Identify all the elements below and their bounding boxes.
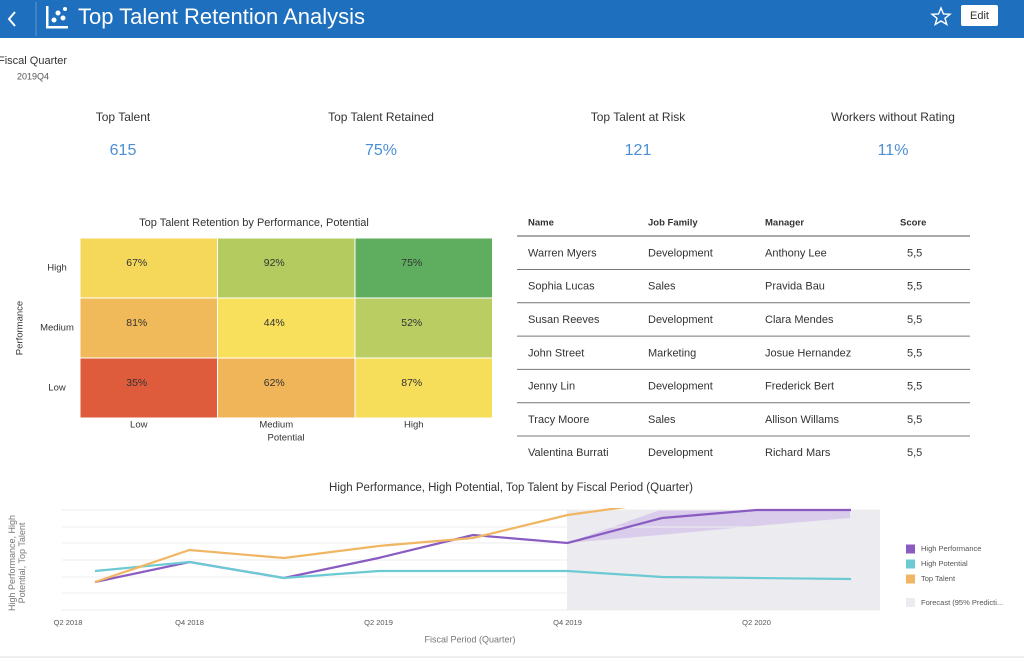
table-cell: Sales bbox=[648, 414, 676, 426]
kpi-value: 11% bbox=[878, 142, 909, 159]
table-cell: Jenny Lin bbox=[528, 381, 575, 393]
table-cell: Development bbox=[648, 447, 713, 459]
y-tick-label: Medium bbox=[40, 323, 74, 334]
heat-cell bbox=[354, 237, 493, 299]
table-cell: Allison Willams bbox=[765, 414, 839, 426]
table-cell: Anthony Lee bbox=[765, 247, 827, 259]
column-header: Name bbox=[528, 218, 554, 229]
x-tick-label: Q2 2020 bbox=[742, 618, 771, 627]
heat-cell bbox=[79, 237, 218, 299]
table-cell: Susan Reeves bbox=[528, 314, 600, 326]
table-cell: Pravida Bau bbox=[765, 281, 825, 293]
table-cell: Development bbox=[648, 314, 713, 326]
table-cell: 5,5 bbox=[907, 447, 922, 459]
x-tick-label: Low bbox=[130, 420, 148, 431]
x-tick-label: Q4 2019 bbox=[553, 618, 582, 627]
edit-button[interactable] bbox=[961, 5, 998, 26]
table-cell: 5,5 bbox=[907, 247, 922, 259]
column-header: Job Family bbox=[648, 218, 698, 229]
table-cell: Sales bbox=[648, 281, 676, 293]
cell-label: 35% bbox=[126, 377, 147, 389]
legend-swatch bbox=[906, 559, 915, 569]
y-tick-label: Low bbox=[48, 383, 66, 394]
heat-cell bbox=[217, 297, 356, 359]
cell-label: 62% bbox=[264, 377, 285, 389]
y-tick-label: High bbox=[47, 263, 67, 274]
table-cell: Richard Mars bbox=[765, 447, 831, 459]
column-header: Manager bbox=[765, 218, 804, 229]
heat-cell bbox=[217, 237, 356, 299]
table-cell: Clara Mendes bbox=[765, 314, 834, 326]
table-cell: Development bbox=[648, 381, 713, 393]
cell-label: 75% bbox=[401, 257, 422, 269]
favorite-star[interactable] bbox=[930, 6, 952, 27]
table-cell: Sophia Lucas bbox=[528, 281, 595, 293]
y-axis-label: High Performance, High Potential, Top Ta… bbox=[7, 514, 27, 612]
heat-cell bbox=[354, 357, 493, 419]
cell-label: 87% bbox=[401, 377, 422, 389]
legend-label: High Performance bbox=[921, 544, 981, 553]
legend-swatch bbox=[906, 598, 915, 607]
series-line bbox=[94, 508, 627, 584]
filter-label: Fiscal Quarter bbox=[0, 55, 67, 67]
kpi-label: Top Talent Retained bbox=[328, 110, 434, 124]
legend-label: Forecast (95% Predicti... bbox=[921, 598, 1003, 607]
table-cell: Warren Myers bbox=[528, 247, 597, 259]
chart-title: High Performance, High Potential, Top Ta… bbox=[329, 482, 693, 494]
table-cell: 5,5 bbox=[907, 347, 922, 359]
kpi-value: 75% bbox=[365, 142, 397, 159]
x-tick-label: Q2 2019 bbox=[364, 618, 393, 627]
table-cell: 5,5 bbox=[907, 381, 922, 393]
cell-label: 81% bbox=[126, 317, 147, 329]
back-button[interactable] bbox=[7, 11, 16, 27]
kpi-label: Top Talent at Risk bbox=[591, 110, 686, 124]
plot bbox=[94, 508, 852, 584]
y-axis-label: Performance bbox=[15, 301, 26, 355]
cell-label: 52% bbox=[401, 317, 422, 329]
x-tick-label: High bbox=[404, 420, 424, 431]
kpi-value: 121 bbox=[625, 142, 652, 159]
heat-cell bbox=[79, 357, 218, 419]
heat-cell bbox=[79, 297, 218, 359]
table-cell: 5,5 bbox=[907, 414, 922, 426]
kpi-label: Top Talent bbox=[96, 110, 151, 124]
page-title: Top Talent Retention Analysis bbox=[78, 4, 365, 29]
cell-label: 92% bbox=[264, 257, 285, 269]
x-tick-label: Q4 2018 bbox=[175, 618, 204, 627]
kpi-value: 615 bbox=[110, 142, 137, 159]
heat-cell bbox=[354, 297, 493, 359]
table-cell: 5,5 bbox=[907, 281, 922, 293]
table-cell: 5,5 bbox=[907, 314, 922, 326]
header-bar bbox=[0, 0, 1024, 38]
x-axis-label: Potential bbox=[268, 433, 305, 444]
app-icon bbox=[46, 6, 68, 29]
table-cell: Marketing bbox=[648, 347, 696, 359]
table-cell: John Street bbox=[528, 347, 584, 359]
cell-label: 44% bbox=[264, 317, 285, 329]
legend-label: Top Talent bbox=[921, 574, 956, 583]
table-cell: Josue Hernandez bbox=[765, 347, 851, 359]
heat-cell bbox=[217, 357, 356, 419]
legend-label: High Potential bbox=[921, 559, 968, 568]
legend-swatch bbox=[906, 574, 915, 584]
table-cell: Development bbox=[648, 247, 713, 259]
table-cell: Tracy Moore bbox=[528, 414, 589, 426]
x-tick-label: Medium bbox=[259, 420, 293, 431]
chart-title: Top Talent Retention by Performance, Pot… bbox=[139, 217, 369, 229]
column-header: Score bbox=[900, 218, 926, 229]
x-tick-label: Q2 2018 bbox=[54, 618, 83, 627]
legend-swatch bbox=[906, 544, 915, 554]
filter-value[interactable]: 2019Q4 bbox=[17, 71, 49, 81]
table-cell: Valentina Burrati bbox=[528, 447, 609, 459]
edit-label[interactable]: Edit bbox=[970, 10, 989, 22]
cell-label: 67% bbox=[126, 257, 147, 269]
table-cell: Frederick Bert bbox=[765, 381, 834, 393]
series-line bbox=[94, 560, 852, 581]
x-axis-label: Fiscal Period (Quarter) bbox=[424, 634, 515, 644]
kpi-label: Workers without Rating bbox=[831, 110, 955, 124]
